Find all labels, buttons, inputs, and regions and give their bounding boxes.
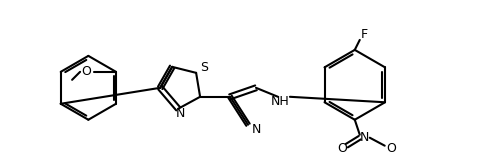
Text: NH: NH — [270, 95, 289, 108]
Text: N: N — [175, 107, 185, 120]
Text: N: N — [360, 131, 370, 144]
Text: N: N — [251, 123, 260, 136]
Text: F: F — [361, 28, 369, 41]
Text: O: O — [81, 65, 91, 78]
Text: O: O — [337, 142, 347, 155]
Text: S: S — [200, 61, 208, 74]
Text: O: O — [386, 142, 395, 155]
